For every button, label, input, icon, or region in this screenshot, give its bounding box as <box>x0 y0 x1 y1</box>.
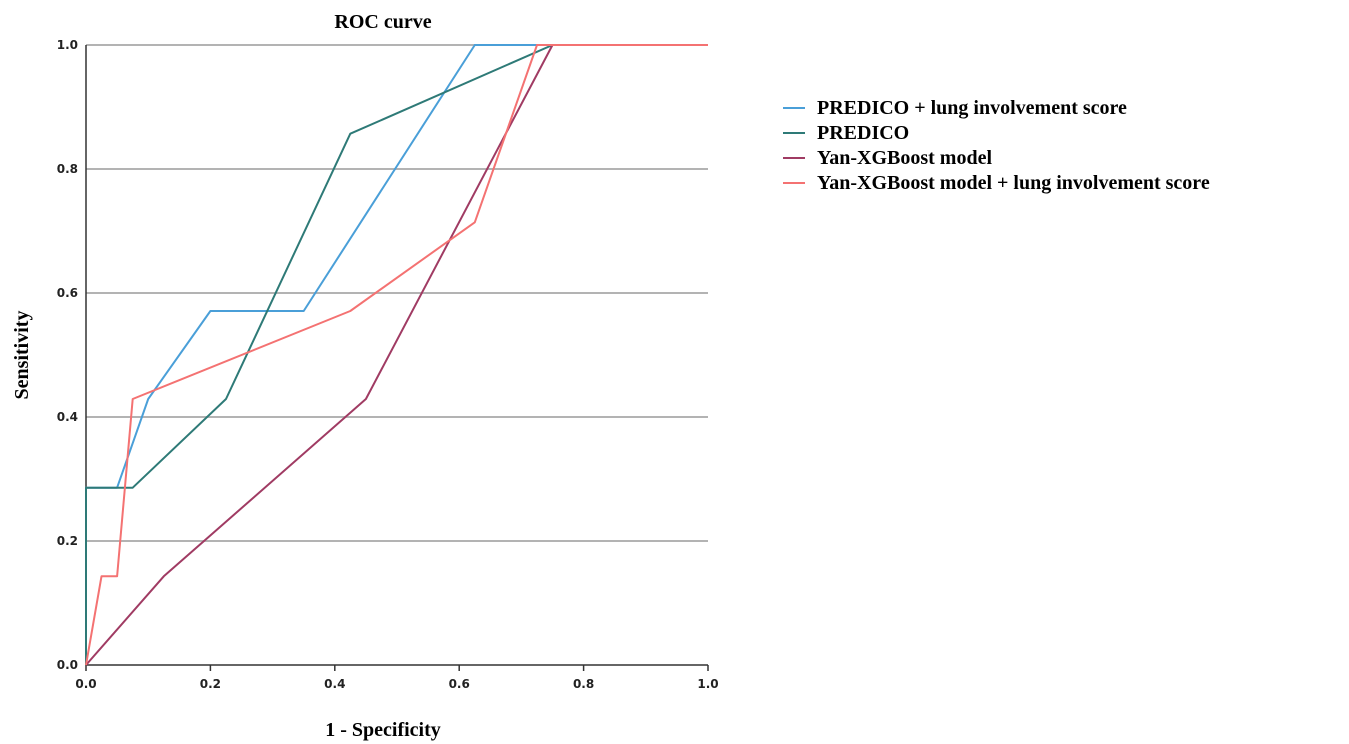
y-tick-label: 0.6 <box>57 286 78 300</box>
y-tick-label: 0.8 <box>57 162 78 176</box>
y-tick-label: 0.4 <box>57 410 78 424</box>
series-line-4 <box>85 44 708 666</box>
axes-layer: 0.0 0.2 0.4 0.6 0.8 1.0 0.0 0.2 0.4 0.6 0.8 1.0 <box>57 38 719 691</box>
y-axis-label: Sensitivity <box>11 311 33 400</box>
x-tick-label: 0.8 <box>573 677 594 691</box>
y-tick-label: 0.2 <box>57 534 78 548</box>
y-tick-label: 0.0 <box>57 658 78 672</box>
series-line-1 <box>85 44 708 665</box>
x-tick-label: 0.4 <box>324 677 345 691</box>
legend-label-1: PREDICO + lung involvement score <box>817 97 1127 119</box>
legend: PREDICO + lung involvement score PREDICO Y… <box>783 97 1210 194</box>
series-layer <box>85 44 708 666</box>
x-tick-label: 0.6 <box>449 677 470 691</box>
x-axis-label: 1 - Specificity <box>325 719 441 741</box>
chart-title: ROC curve <box>334 11 431 33</box>
x-tick-label: 0.0 <box>75 677 96 691</box>
legend-label-2: PREDICO <box>817 122 909 144</box>
y-tick-label: 1.0 <box>57 38 78 52</box>
legend-label-3: Yan-XGBoost model <box>817 147 992 169</box>
grid-layer <box>86 44 708 542</box>
legend-label-4: Yan-XGBoost model + lung involvement sco… <box>817 172 1210 194</box>
x-tick-label: 1.0 <box>697 677 718 691</box>
x-tick-label: 0.2 <box>200 677 221 691</box>
